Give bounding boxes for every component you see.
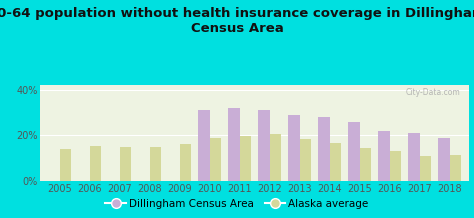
Bar <box>120 147 131 181</box>
Bar <box>240 136 251 181</box>
Bar <box>438 138 450 181</box>
Bar <box>60 149 71 181</box>
Bar <box>258 110 270 181</box>
Bar <box>390 151 401 181</box>
Bar <box>210 138 221 181</box>
Text: City-Data.com: City-Data.com <box>406 88 461 97</box>
Bar <box>228 108 240 181</box>
Bar <box>409 133 420 181</box>
Bar <box>270 134 281 181</box>
Bar <box>180 144 191 181</box>
Text: 50-64 population without health insurance coverage in Dillingham
Census Area: 50-64 population without health insuranc… <box>0 7 474 34</box>
Bar <box>199 110 210 181</box>
Bar <box>90 146 101 181</box>
Bar <box>420 156 431 181</box>
Bar <box>360 148 371 181</box>
Bar <box>319 117 330 181</box>
Bar <box>288 115 300 181</box>
Bar <box>150 147 161 181</box>
Bar <box>330 143 341 181</box>
Bar <box>348 122 360 181</box>
Bar <box>450 155 461 181</box>
Bar <box>300 139 311 181</box>
Bar <box>378 131 390 181</box>
Legend: Dillingham Census Area, Alaska average: Dillingham Census Area, Alaska average <box>101 194 373 213</box>
